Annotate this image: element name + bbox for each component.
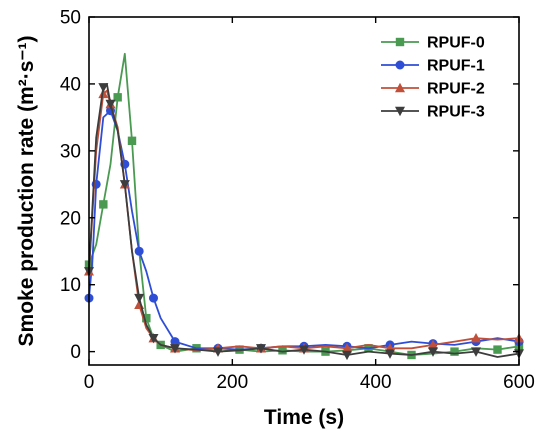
data-point: [105, 99, 116, 110]
x-tick-label: 200: [216, 372, 248, 393]
y-tick-label: 10: [60, 275, 81, 296]
plot-area: [84, 52, 524, 361]
series-rpuf-0: [84, 52, 524, 360]
legend-item-rpuf-0: RPUF-0: [381, 35, 485, 52]
x-tick-label: 600: [503, 372, 535, 393]
data-point: [119, 180, 130, 190]
data-point: [428, 339, 438, 350]
data-point: [99, 200, 108, 209]
series-line: [88, 83, 520, 358]
legend-item-rpuf-1: RPUF-1: [381, 58, 485, 75]
data-point: [278, 346, 287, 355]
series-line: [88, 52, 520, 356]
legend-label: RPUF-0: [427, 35, 485, 52]
data-point: [142, 313, 151, 323]
x-tick-label: 400: [360, 372, 392, 393]
data-point: [471, 333, 481, 343]
data-point: [428, 347, 438, 357]
y-axis-title: Smoke production rate (m²·s⁻¹): [15, 36, 38, 347]
legend-marker: [395, 106, 405, 117]
data-point: [493, 345, 502, 354]
legend: RPUF-0 RPUF-1 RPUF-2 RPUF-3: [381, 35, 485, 121]
data-point: [98, 83, 109, 93]
y-tick-label: 30: [60, 141, 81, 162]
legend-item-rpuf-3: RPUF-3: [381, 104, 485, 121]
data-point: [134, 293, 145, 304]
data-point: [342, 343, 352, 353]
data-point: [256, 344, 266, 354]
series-line: [88, 89, 520, 352]
series-rpuf-2: [84, 88, 524, 353]
data-point: [299, 345, 309, 355]
series-line: [88, 109, 520, 351]
x-tick-label: 0: [84, 372, 95, 393]
data-point: [170, 344, 180, 354]
legend-label: RPUF-1: [427, 58, 485, 75]
data-point: [134, 246, 144, 256]
legend-label: RPUF-2: [427, 81, 485, 98]
data-point: [450, 347, 459, 356]
data-point: [170, 337, 180, 347]
x-axis-title: Time (s): [264, 406, 344, 429]
legend-item-rpuf-2: RPUF-2: [381, 81, 485, 98]
tick-labels: 0 200 400 600 0 10 20 30 40 50: [60, 8, 535, 394]
legend-marker: [395, 82, 405, 93]
legend-label: RPUF-3: [427, 104, 485, 121]
legend-marker: [395, 37, 405, 47]
data-point: [342, 350, 352, 361]
data-point: [149, 293, 158, 303]
data-point: [113, 93, 122, 102]
y-tick-label: 50: [60, 8, 81, 29]
y-tick-label: 20: [60, 208, 81, 229]
y-tick-label: 40: [60, 74, 81, 95]
data-point: [148, 334, 159, 344]
data-point: [471, 347, 481, 357]
axes: [88, 16, 520, 366]
y-tick-label: 0: [70, 342, 81, 363]
data-point: [385, 349, 395, 359]
data-point: [127, 136, 137, 146]
plot-frame: [88, 16, 520, 366]
legend-marker: [395, 60, 405, 70]
data-point: [213, 347, 223, 357]
